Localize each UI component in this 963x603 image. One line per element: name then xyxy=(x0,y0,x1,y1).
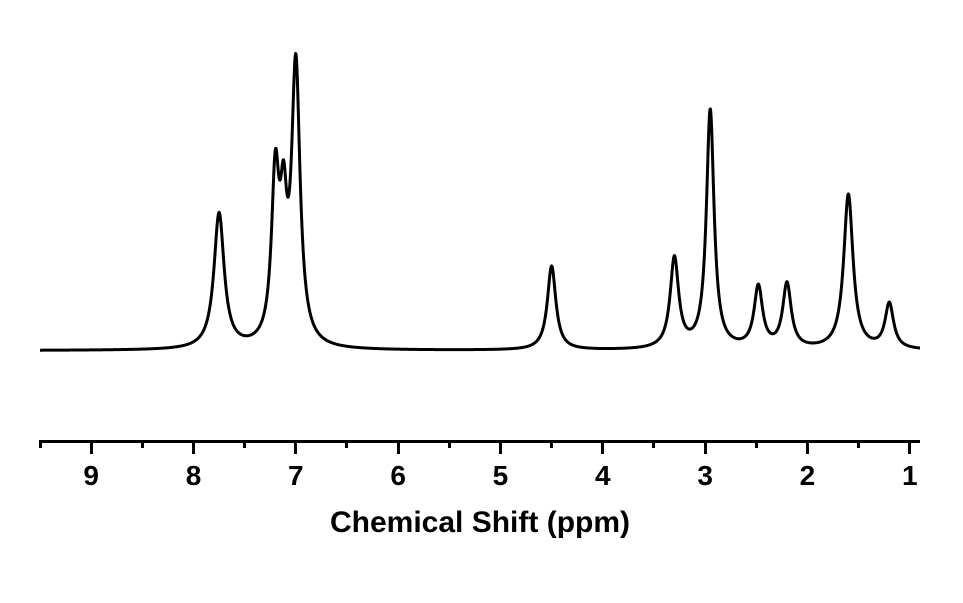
x-axis: 1 2 3 4 5 6 7 8 9 xyxy=(40,440,920,500)
x-tick-label: 7 xyxy=(288,460,304,492)
major-tick xyxy=(499,440,502,454)
spectrum-line xyxy=(40,20,920,400)
minor-tick xyxy=(755,440,758,448)
minor-tick xyxy=(243,440,246,448)
minor-tick xyxy=(652,440,655,448)
major-tick xyxy=(294,440,297,454)
major-tick xyxy=(806,440,809,454)
nmr-spectrum-plot xyxy=(40,20,920,400)
minor-tick xyxy=(448,440,451,448)
major-tick xyxy=(601,440,604,454)
minor-tick xyxy=(550,440,553,448)
x-tick-label: 1 xyxy=(902,460,918,492)
major-tick xyxy=(397,440,400,454)
x-axis-label: Chemical Shift (ppm) xyxy=(330,506,630,540)
major-tick xyxy=(704,440,707,454)
minor-tick xyxy=(857,440,860,448)
minor-tick xyxy=(141,440,144,448)
major-tick xyxy=(192,440,195,454)
x-tick-label: 8 xyxy=(186,460,202,492)
x-axis-line xyxy=(40,440,920,443)
x-tick-label: 5 xyxy=(493,460,509,492)
minor-tick xyxy=(39,440,42,448)
x-tick-label: 2 xyxy=(800,460,816,492)
major-tick xyxy=(908,440,911,454)
x-tick-label: 6 xyxy=(390,460,406,492)
x-tick-label: 4 xyxy=(595,460,611,492)
major-tick xyxy=(90,440,93,454)
minor-tick xyxy=(345,440,348,448)
x-tick-label: 3 xyxy=(697,460,713,492)
x-tick-label: 9 xyxy=(83,460,99,492)
